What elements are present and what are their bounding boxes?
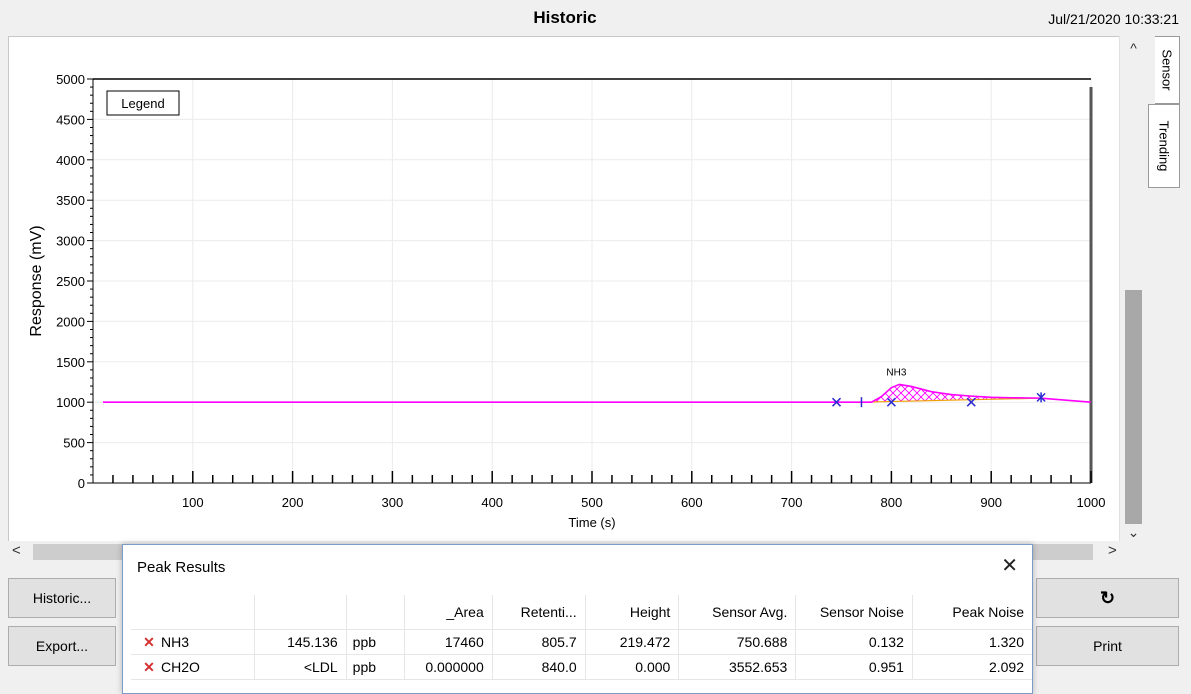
x-tick-label: 200 xyxy=(282,495,304,510)
x-tick-label: 600 xyxy=(681,495,703,510)
x-tick-label: 300 xyxy=(382,495,404,510)
peak-results-table: _Area Retenti... Height Sensor Avg. Sens… xyxy=(131,595,1032,680)
cell-height: 219.472 xyxy=(584,629,679,655)
legend-label: Legend xyxy=(121,96,164,111)
x-marker xyxy=(886,397,896,407)
cell-concentration: <LDL xyxy=(253,654,347,680)
peak-results-dialog: Peak Results ✕ _Area Retenti... Height S… xyxy=(122,544,1033,694)
print-button[interactable]: Print xyxy=(1036,626,1179,666)
peak-label: NH3 xyxy=(886,368,906,379)
cell-sensor-avg: 750.688 xyxy=(678,629,796,655)
y-tick-label: 1500 xyxy=(56,355,85,370)
x-marker xyxy=(1036,392,1046,403)
y-tick-label: 4500 xyxy=(56,112,85,127)
y-tick-label: 3000 xyxy=(56,234,85,249)
col-header xyxy=(253,595,347,630)
y-tick-label: 1000 xyxy=(56,395,85,410)
compound-name: CH2O xyxy=(161,658,200,675)
scroll-up-arrow[interactable]: ^ xyxy=(1130,40,1137,56)
y-tick-label: 500 xyxy=(63,436,85,451)
vertical-scroll-thumb[interactable] xyxy=(1125,290,1142,524)
x-tick-label: 800 xyxy=(881,495,903,510)
col-header xyxy=(345,595,405,630)
cell-unit: ppb xyxy=(345,629,405,655)
cell-peak-noise: 1.320 xyxy=(911,629,1032,655)
col-header[interactable]: Retenti... xyxy=(491,595,586,630)
export-button[interactable]: Export... xyxy=(8,626,116,666)
refresh-icon[interactable]: ↻ xyxy=(1036,578,1179,618)
y-tick-label: 0 xyxy=(78,476,85,491)
historic-button[interactable]: Historic... xyxy=(8,578,116,618)
table-row[interactable]: ✕ CH2O <LDL ppb 0.000000 840.0 0.000 3552… xyxy=(131,654,1032,680)
cell-sensor-noise: 0.132 xyxy=(795,629,913,655)
legend-button[interactable] xyxy=(106,90,180,116)
cell-sensor-noise: 0.951 xyxy=(795,654,913,680)
tab-sensor[interactable]: Sensor xyxy=(1155,36,1180,104)
cell-height: 0.000 xyxy=(584,654,679,680)
scroll-down-arrow[interactable]: ⌄ xyxy=(1127,524,1140,540)
col-header[interactable]: Sensor Avg. xyxy=(678,595,796,630)
table-row[interactable]: ✕ NH3 145.136 ppb 17460 805.7 219.472 750… xyxy=(131,629,1032,655)
col-header[interactable]: Height xyxy=(584,595,679,630)
x-tick-label: 400 xyxy=(481,495,503,510)
cell-area: 0.000000 xyxy=(403,654,493,680)
response-chart: 0 500 1000 1500 2000 2500 3000 3500 4000 4500 5000… xyxy=(28,72,1106,530)
col-header[interactable]: _Area xyxy=(403,595,493,630)
cell-peak-noise: 2.092 xyxy=(911,654,1032,680)
datetime-display: Jul/21/2020 10:33:21 xyxy=(1048,11,1179,27)
tab-trending[interactable]: Trending xyxy=(1148,104,1180,188)
x-tick-label: 900 xyxy=(980,495,1002,510)
compound-name: NH3 xyxy=(161,633,190,650)
cell-retention: 805.7 xyxy=(491,629,586,655)
x-marker xyxy=(966,397,976,407)
x-axis-label: Time (s) xyxy=(568,515,615,530)
y-tick-label: 5000 xyxy=(56,72,85,87)
x-icon: ✕ xyxy=(143,658,155,675)
peak-results-title: Peak Results xyxy=(137,559,226,576)
cell-area: 17460 xyxy=(403,629,493,655)
table-header-row: _Area Retenti... Height Sensor Avg. Sens… xyxy=(131,595,1032,630)
cell-sensor-avg: 3552.653 xyxy=(678,654,796,680)
title-bar: Historic Jul/21/2020 10:33:21 xyxy=(0,0,1191,34)
cell-unit: ppb xyxy=(345,654,405,680)
plot-panel: 0 500 1000 1500 2000 2500 3000 3500 4000 4500 5000… xyxy=(8,36,1146,542)
col-header[interactable]: Sensor Noise xyxy=(795,595,913,630)
close-icon[interactable]: ✕ xyxy=(1001,555,1018,577)
col-header xyxy=(131,595,255,630)
y-tick-label: 2500 xyxy=(56,274,85,289)
tab-trending-label: Trending xyxy=(1156,120,1172,172)
x-tick-label: 500 xyxy=(581,495,603,510)
cell-concentration: 145.136 xyxy=(253,629,347,655)
scroll-right-arrow[interactable]: > xyxy=(1108,542,1117,559)
x-icon: ✕ xyxy=(143,633,155,650)
tab-sensor-label: Sensor xyxy=(1159,49,1175,91)
vertical-scrollbar[interactable]: ^ ⌄ xyxy=(1119,36,1146,546)
y-tick-label: 2000 xyxy=(56,314,85,329)
col-header[interactable]: Peak Noise xyxy=(911,595,1032,630)
x-marker xyxy=(831,397,842,407)
x-tick-label: 1000 xyxy=(1077,495,1106,510)
y-tick-label: 3500 xyxy=(56,193,85,208)
scroll-left-arrow[interactable]: < xyxy=(12,542,21,559)
window-title: Historic xyxy=(533,8,597,27)
y-tick-label: 4000 xyxy=(56,153,85,168)
x-tick-label: 100 xyxy=(182,495,204,510)
cell-retention: 840.0 xyxy=(491,654,586,680)
x-tick-label: 700 xyxy=(781,495,803,510)
y-axis-label: Response (mV) xyxy=(28,225,45,336)
response-series-line xyxy=(102,383,1092,403)
